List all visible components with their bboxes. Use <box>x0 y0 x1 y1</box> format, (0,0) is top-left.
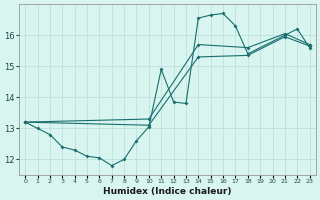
X-axis label: Humidex (Indice chaleur): Humidex (Indice chaleur) <box>103 187 232 196</box>
